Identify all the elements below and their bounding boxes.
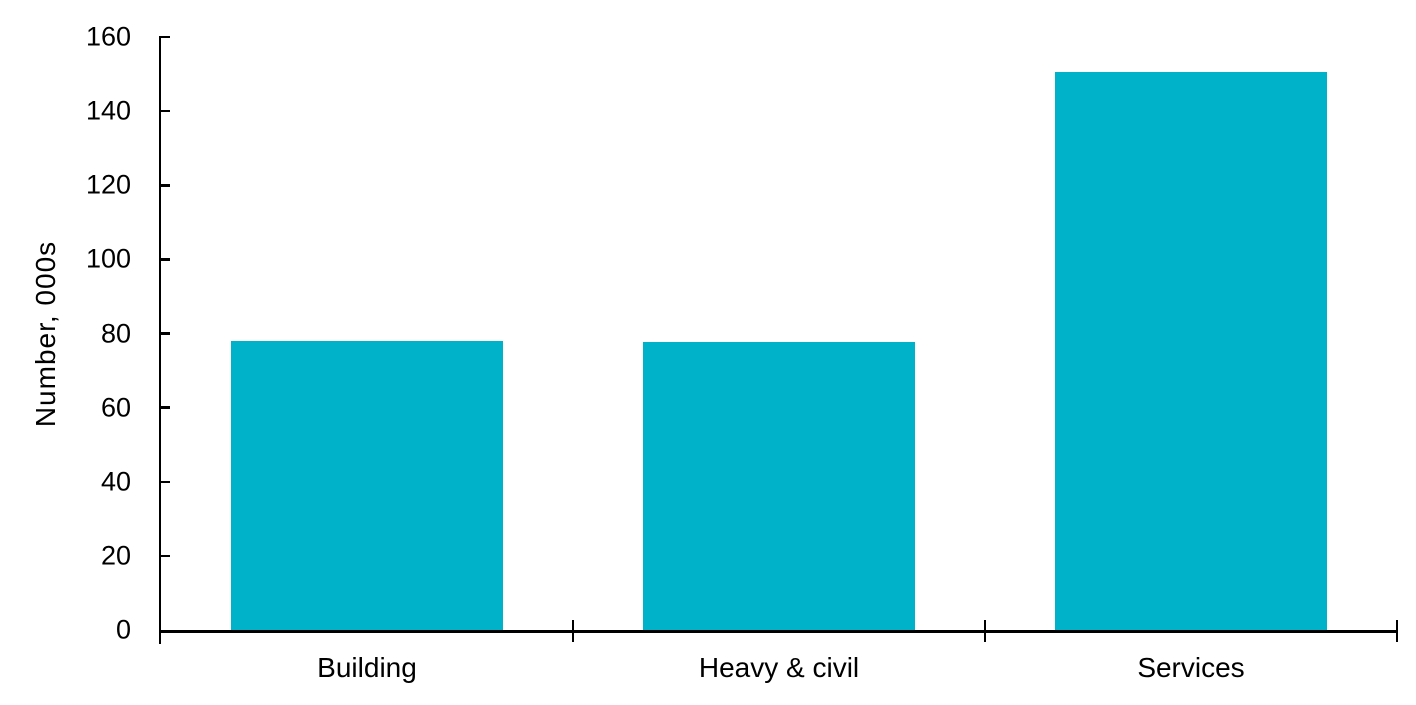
- y-tick-label-120: 120: [85, 169, 131, 200]
- y-tick-label-60: 60: [100, 392, 131, 423]
- x-category-label-heavy-civil: Heavy & civil: [698, 652, 860, 683]
- y-axis-line: [158, 36, 161, 644]
- y-tick-mark-80: [161, 332, 170, 335]
- x-category-label-services: Services: [1137, 652, 1245, 683]
- y-tick-mark-40: [161, 480, 170, 483]
- x-axis-line: [158, 630, 1398, 633]
- y-tick-mark-60: [161, 406, 170, 409]
- y-tick-label-20: 20: [100, 540, 131, 571]
- y-tick-mark-120: [161, 184, 170, 187]
- x-boundary-tick-3: [1395, 620, 1399, 642]
- y-tick-mark-100: [161, 258, 170, 261]
- y-tick-label-80: 80: [100, 318, 131, 348]
- y-tick-mark-160: [161, 35, 170, 39]
- y-tick-label-100: 100: [85, 243, 131, 274]
- y-tick-mark-20: [161, 554, 170, 558]
- y-tick-mark-140: [161, 109, 170, 113]
- bar-services: [1054, 72, 1328, 630]
- y-tick-label-160: 160: [85, 21, 131, 52]
- bar-heavy-civil: [642, 341, 916, 630]
- y-tick-label-140: 140: [85, 95, 131, 126]
- x-category-label-building: Building: [317, 652, 417, 683]
- y-tick-label-0: 0: [115, 614, 131, 645]
- x-boundary-tick-1: [571, 620, 575, 642]
- y-tick-label-40: 40: [100, 466, 131, 497]
- plot-area: 0 20 40 60 80 100 120 140 160 Building Heavy & civ…: [86, 22, 1399, 683]
- x-boundary-tick-2: [983, 620, 987, 642]
- bar-building: [230, 340, 504, 630]
